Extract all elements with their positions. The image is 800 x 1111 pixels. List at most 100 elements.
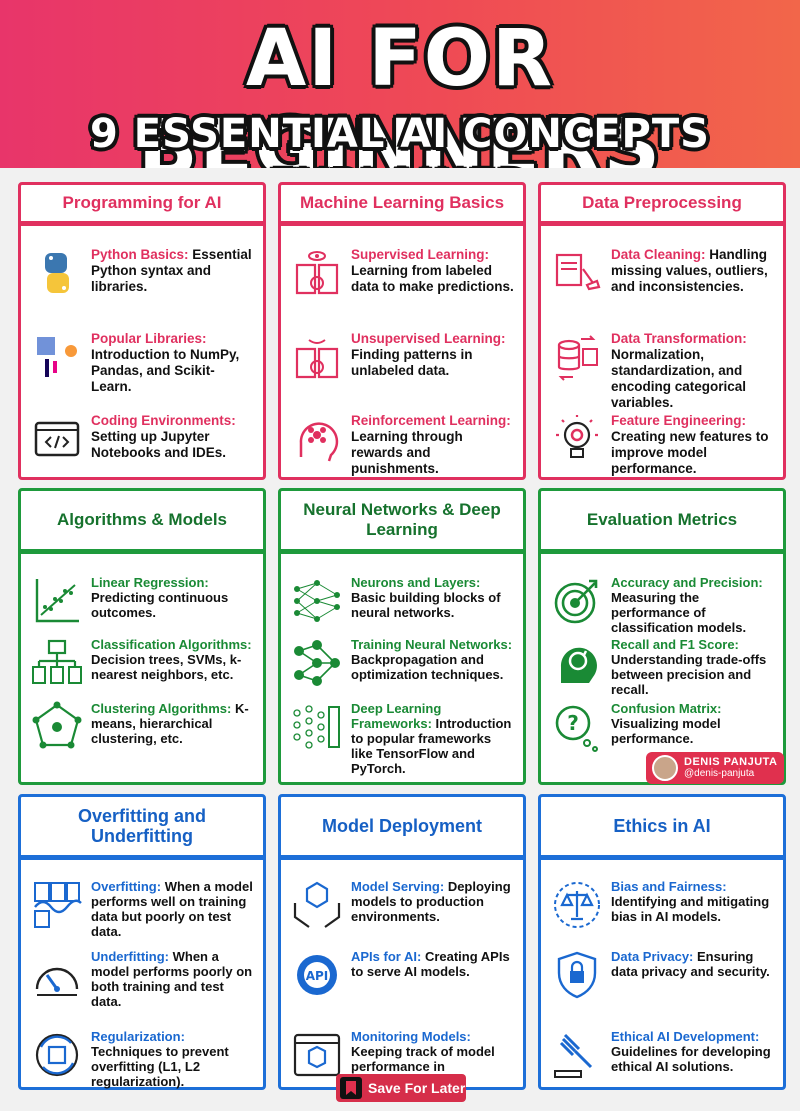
code-window-icon — [31, 413, 83, 465]
card-evaluation-metrics: Evaluation Metrics Accuracy and Precision… — [538, 488, 786, 785]
item-heading: Regularization: — [91, 1029, 185, 1044]
list-item: Classification Algorithms: Decision tree… — [31, 637, 255, 689]
item-description: Creating APIs to serve AI models. — [351, 949, 510, 979]
item-text: Supervised Learning: Learning from label… — [351, 247, 515, 295]
item-heading: Recall and F1 Score: — [611, 637, 739, 652]
card-overfitting-and-underfitting: Overfitting and Underfitting Overfitting:… — [18, 794, 266, 1090]
item-description: K-means, hierarchical clustering, etc. — [91, 701, 249, 746]
lightbulb-gear-icon — [551, 413, 603, 465]
gauge-icon — [31, 949, 83, 1001]
python-icon — [31, 247, 83, 299]
data-cleaning-icon — [551, 247, 603, 299]
brain-head-icon — [291, 413, 343, 465]
item-description: Learning from labeled data to make predi… — [351, 263, 514, 294]
item-text: Underfitting: When a model performs poor… — [91, 949, 255, 1009]
list-item: Overfitting: When a model performs well … — [31, 879, 255, 939]
card-programming-for-ai: Programming for AI Python Basics: Essenti… — [18, 182, 266, 480]
item-text: Data Transformation: Normalization, stan… — [611, 331, 775, 411]
card-title: Algorithms & Models — [56, 510, 227, 529]
item-heading: Unsupervised Learning: — [351, 331, 506, 346]
item-description: Measuring the performance of classificat… — [611, 590, 747, 635]
item-heading: APIs for AI: — [351, 949, 422, 964]
item-heading: Bias and Fairness: — [611, 879, 727, 894]
card-title: Model Deployment — [321, 816, 482, 836]
scales-icon — [551, 879, 603, 931]
card-title-divider — [541, 549, 783, 554]
gavel-icon — [551, 1029, 603, 1081]
item-description: Normalization, standardization, and enco… — [611, 347, 747, 410]
item-heading: Python Basics: — [91, 247, 189, 262]
item-text: Training Neural Networks: Backpropagatio… — [351, 637, 515, 682]
item-description: Visualizing model performance. — [611, 716, 721, 746]
svg-text:API: API — [306, 969, 329, 983]
header-banner: AI FOR BEGINNERS 9 ESSENTIAL AI CONCEPTS… — [0, 0, 800, 209]
card-title-divider — [21, 549, 263, 554]
svg-text:?: ? — [567, 711, 579, 735]
card-title: Ethics in AI — [613, 816, 711, 836]
list-item: Clustering Algorithms: K-means, hierarch… — [31, 701, 255, 753]
save-for-later-button[interactable]: Save For Later — [336, 1074, 466, 1102]
item-text: Popular Libraries: Introduction to NumPy… — [91, 331, 255, 395]
item-description: Essential Python syntax and libraries. — [91, 247, 252, 294]
documents-wave-icon — [31, 879, 83, 931]
book-eye-icon — [291, 247, 343, 299]
list-item: Unsupervised Learning: Finding patterns … — [291, 331, 515, 383]
card-ethics-in-ai: Ethics in AI Bias and Fairness: Identifyi… — [538, 794, 786, 1090]
item-heading: Monitoring Models: — [351, 1029, 471, 1044]
item-heading: Data Transformation: — [611, 331, 747, 346]
card-title-divider — [21, 855, 263, 860]
item-description: Handling missing values, outliers, and i… — [611, 247, 768, 294]
list-item: Data Transformation: Normalization, stan… — [551, 331, 775, 411]
hierarchy-icon — [31, 637, 83, 689]
item-heading: Model Serving: — [351, 879, 445, 894]
item-heading: Confusion Matrix: — [611, 701, 722, 716]
list-item: Python Basics: Essential Python syntax a… — [31, 247, 255, 299]
item-text: Model Serving: Deploying models to produ… — [351, 879, 515, 924]
list-item: Supervised Learning: Learning from label… — [291, 247, 515, 299]
bookmark-icon — [340, 1077, 362, 1099]
list-item: Data Cleaning: Handling missing values, … — [551, 247, 775, 299]
item-description: Ensuring data privacy and security. — [611, 949, 770, 979]
item-description: Predicting continuous outcomes. — [91, 590, 229, 620]
author-badge[interactable]: Denis Panjuta @denis-panjuta — [646, 752, 784, 784]
list-item: Linear Regression: Predicting continuous… — [31, 575, 255, 627]
item-text: Python Basics: Essential Python syntax a… — [91, 247, 255, 295]
item-heading: Linear Regression: — [91, 575, 209, 590]
item-description: Understanding trade-offs between precisi… — [611, 652, 767, 697]
list-item: Bias and Fairness: Identifying and mitig… — [551, 879, 775, 931]
item-heading: Ethical AI Development: — [611, 1029, 760, 1044]
item-text: Feature Engineering: Creating new featur… — [611, 413, 775, 477]
shield-lock-icon — [551, 949, 603, 1001]
item-heading: Underfitting: — [91, 949, 169, 964]
scatter-plot-icon — [31, 575, 83, 627]
item-text: Bias and Fairness: Identifying and mitig… — [611, 879, 775, 924]
item-heading: Data Privacy: — [611, 949, 694, 964]
card-title-divider — [281, 855, 523, 860]
item-heading: Feature Engineering: — [611, 413, 747, 428]
target-icon — [551, 575, 603, 627]
monitor-box-icon — [291, 1029, 343, 1081]
list-item: Reinforcement Learning: Learning through… — [291, 413, 515, 477]
item-text: Classification Algorithms: Decision tree… — [91, 637, 255, 682]
item-description: Creating new features to improve model p… — [611, 429, 769, 476]
avatar — [652, 755, 678, 781]
item-description: Identifying and mitigating bias in AI mo… — [611, 894, 770, 924]
head-cycle-icon — [551, 637, 603, 689]
item-heading: Deep Learning Frameworks: — [351, 701, 442, 731]
item-text: Data Cleaning: Handling missing values, … — [611, 247, 775, 295]
item-text: Reinforcement Learning: Learning through… — [351, 413, 515, 477]
neural-layers-icon — [291, 575, 343, 627]
item-description: When a model performs poorly on both tra… — [91, 949, 253, 1009]
item-heading: Training Neural Networks: — [351, 637, 513, 652]
deep-learning-icon — [291, 701, 343, 753]
card-algorithms-models: Algorithms & Models Linear Regression: Pr… — [18, 488, 266, 785]
neural-net-icon — [291, 637, 343, 689]
list-item: Regularization: Techniques to prevent ov… — [31, 1029, 255, 1089]
item-text: Data Privacy: Ensuring data privacy and … — [611, 949, 775, 979]
list-item: Popular Libraries: Introduction to NumPy… — [31, 331, 255, 395]
card-title-divider — [281, 549, 523, 554]
item-text: Overfitting: When a model performs well … — [91, 879, 255, 939]
item-text: Neurons and Layers: Basic building block… — [351, 575, 515, 620]
card-title: Neural Networks & Deep Learning — [303, 500, 501, 539]
list-item: Feature Engineering: Creating new featur… — [551, 413, 775, 477]
